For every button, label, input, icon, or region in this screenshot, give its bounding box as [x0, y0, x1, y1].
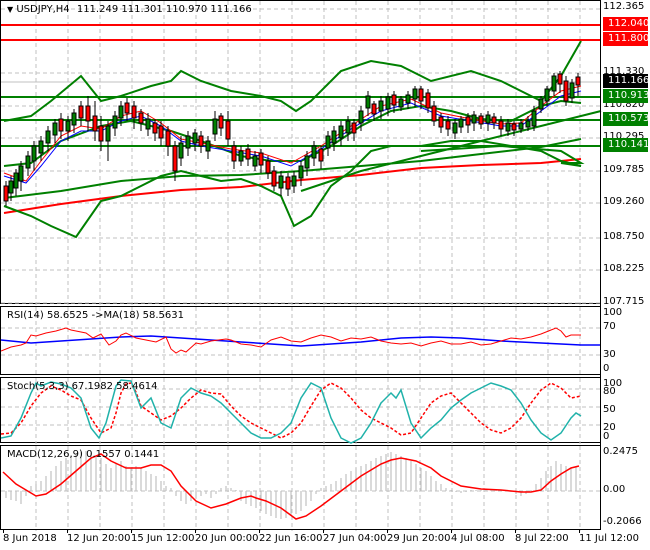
- stochastic-panel[interactable]: Stoch(5,3,3) 67.1982 58.4614: [0, 377, 601, 444]
- macd-tick: 0.2475: [603, 446, 638, 457]
- rsi-canvas: [1, 307, 601, 376]
- resistance-tag: 112.040: [603, 17, 649, 31]
- macd-canvas: [1, 446, 601, 531]
- time-label: 15 Jun 12:00: [131, 533, 195, 544]
- price-tick: 109.260: [603, 196, 645, 207]
- support-tag: 110.573: [603, 112, 649, 126]
- ohlc-values: 111.249 111.301 110.970 111.166: [76, 4, 252, 15]
- time-label: 12 Jun 20:00: [67, 533, 131, 544]
- rsi-panel[interactable]: RSI(14) 58.6525 ->MA(18) 58.5631: [0, 306, 601, 376]
- price-tick: 109.785: [603, 164, 645, 175]
- resistance-tag: 111.800: [603, 32, 649, 46]
- time-label: 29 Jun 20:00: [387, 533, 451, 544]
- time-label: 8 Jul 22:00: [515, 533, 569, 544]
- stoch-tick: 50: [603, 404, 616, 415]
- current-price-tag: 111.166: [603, 74, 649, 88]
- symbol-label: USDJPY,H4: [16, 4, 70, 15]
- candles: [3, 71, 581, 206]
- price-chart-panel[interactable]: ▼ USDJPY,H4 111.249 111.301 110.970 111.…: [0, 0, 602, 305]
- time-label: 8 Jun 2018: [3, 533, 57, 544]
- macd-panel[interactable]: MACD(12,26,9) 0.1557 0.1441: [0, 445, 601, 531]
- stoch-tick: 0: [603, 431, 610, 442]
- price-tick: 112.365: [603, 1, 645, 12]
- rsi-tick: 100: [603, 307, 623, 318]
- time-label: 4 Jul 08:00: [451, 533, 505, 544]
- triangle-down-icon[interactable]: ▼: [7, 5, 14, 14]
- rsi-title: RSI(14) 58.6525 ->MA(18) 58.5631: [7, 310, 184, 321]
- macd-title: MACD(12,26,9) 0.1557 0.1441: [7, 449, 160, 460]
- time-label: 11 Jul 12:00: [579, 533, 639, 544]
- time-label: 20 Jun 00:00: [195, 533, 259, 544]
- stochastic-title: Stoch(5,3,3) 67.1982 58.4614: [7, 381, 158, 392]
- price-tick: 108.750: [603, 231, 645, 242]
- time-label: 22 Jun 16:00: [259, 533, 323, 544]
- stoch-tick: 80: [603, 386, 616, 397]
- stoch-tick: 20: [603, 422, 616, 433]
- price-tick: 110.820: [603, 99, 645, 110]
- price-tick: 111.330: [603, 66, 645, 77]
- support-tag: 110.141: [603, 138, 649, 152]
- price-tick: 107.715: [603, 296, 645, 307]
- price-tick: 108.225: [603, 263, 645, 274]
- price-chart-canvas: [1, 1, 602, 305]
- price-tick: 110.295: [603, 131, 645, 142]
- price-axis-border: [600, 0, 601, 530]
- rsi-tick: 30: [603, 349, 616, 360]
- rsi-tick: 0: [603, 363, 610, 374]
- stoch-tick: 100: [603, 378, 623, 389]
- macd-signal-line: [2, 453, 580, 520]
- macd-tick: 0.00: [603, 484, 626, 495]
- chart-header: ▼ USDJPY,H4 111.249 111.301 110.970 111.…: [7, 4, 252, 15]
- macd-tick: -0.2066: [603, 516, 642, 527]
- support-tag: 110.913: [603, 89, 649, 103]
- time-label: 27 Jun 04:00: [323, 533, 387, 544]
- stochastic-canvas: [1, 378, 601, 444]
- macd-histogram: [5, 451, 577, 519]
- rsi-tick: 70: [603, 321, 616, 332]
